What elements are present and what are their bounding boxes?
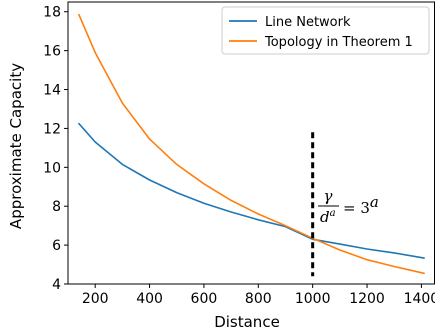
y-tick-label: 8 — [52, 199, 61, 215]
annotation-denominator-exp: a — [330, 208, 336, 219]
x-tick-label: 800 — [245, 291, 272, 307]
y-tick-label: 10 — [43, 160, 61, 176]
x-tick-label: 1000 — [295, 291, 331, 307]
y-tick-label: 16 — [43, 44, 61, 60]
x-tick-label: 1400 — [404, 291, 435, 307]
y-tick-label: 18 — [43, 5, 61, 21]
x-tick-label: 400 — [136, 291, 163, 307]
annotation-rhs-exp: a — [370, 193, 379, 211]
x-tick-label: 1200 — [349, 291, 385, 307]
ratio-annotation: γ da = 3a — [318, 187, 379, 226]
legend-label-1: Line Network — [265, 15, 351, 30]
y-tick-label: 4 — [52, 277, 61, 293]
x-axis-label: Distance — [214, 313, 280, 331]
series-line-1 — [78, 122, 425, 259]
annotation-rhs: = 3a — [343, 193, 379, 217]
y-tick-label: 12 — [43, 121, 61, 137]
series-layer — [78, 13, 425, 275]
y-axis: 4 6 8 10 12 14 16 18 — [43, 5, 68, 293]
y-tick-label: 6 — [52, 238, 61, 254]
legend-label-2: Topology in Theorem 1 — [264, 35, 413, 50]
annotation-denominator-base: d — [320, 208, 330, 226]
legend: Line Network Topology in Theorem 1 — [221, 6, 430, 55]
legend-box — [221, 6, 430, 55]
x-tick-label: 200 — [82, 291, 109, 307]
y-axis-label: Approximate Capacity — [7, 63, 25, 229]
annotation-numerator: γ — [324, 187, 333, 205]
x-axis: 200 400 600 800 1000 1200 1400 — [82, 284, 435, 307]
series-line-2 — [78, 13, 425, 275]
annotation-rhs-base: = 3 — [343, 199, 370, 217]
x-tick-label: 600 — [191, 291, 218, 307]
annotation-denominator: da — [320, 208, 336, 226]
y-tick-label: 14 — [43, 83, 61, 99]
